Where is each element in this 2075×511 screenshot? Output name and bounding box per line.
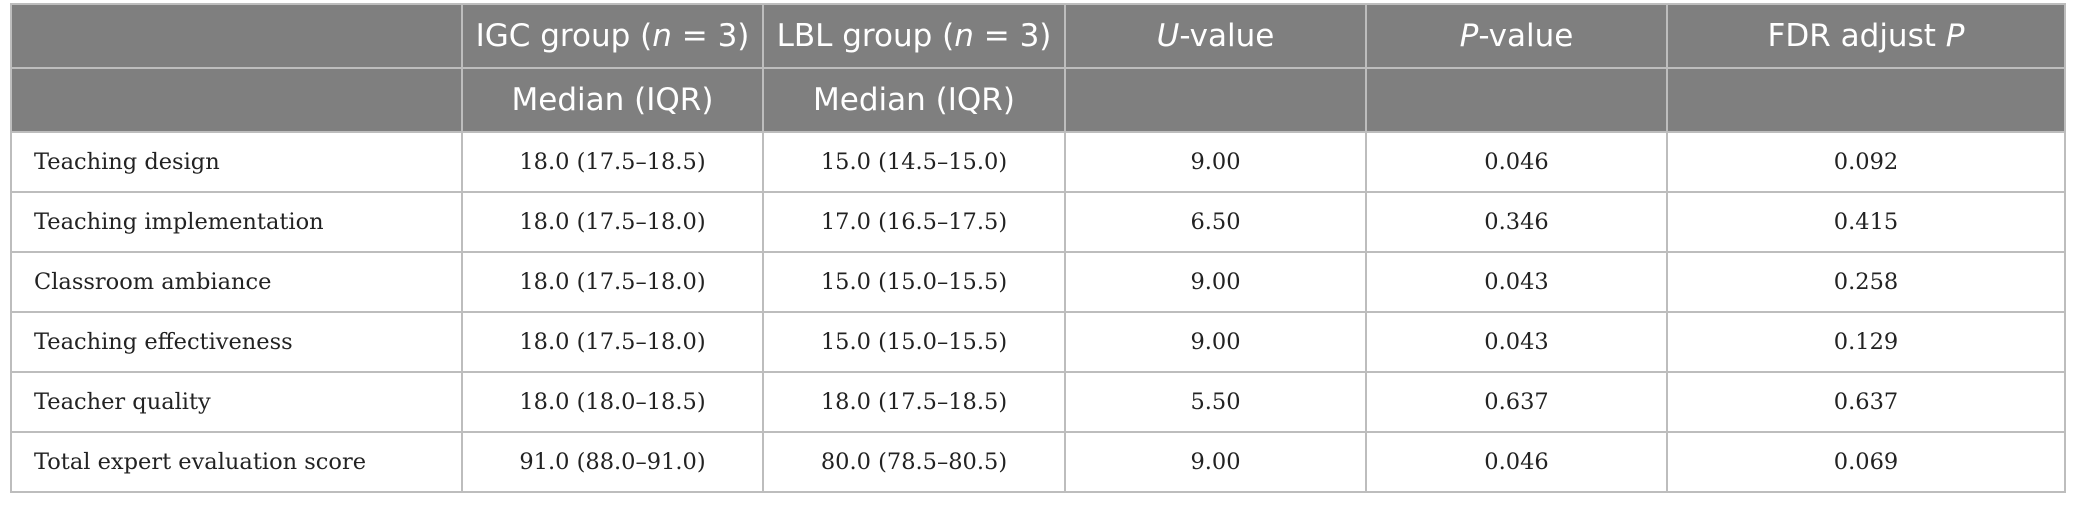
header-blank: [10, 3, 463, 69]
u-value-cell: 9.00: [1064, 311, 1367, 373]
results-table: IGC group (n = 3) LBL group (n = 3) U-va…: [10, 3, 2066, 493]
u-value-cell: 9.00: [1064, 431, 1367, 493]
header-u-value: U-value: [1064, 3, 1367, 69]
lbl-median-cell: 18.0 (17.5–18.5): [762, 371, 1066, 433]
lbl-median-cell: 80.0 (78.5–80.5): [762, 431, 1066, 493]
lbl-median-cell: 15.0 (15.0–15.5): [762, 311, 1066, 373]
p-value-cell: 0.046: [1365, 131, 1668, 193]
table-header: IGC group (n = 3) LBL group (n = 3) U-va…: [10, 3, 2066, 133]
fdr-p-cell: 0.258: [1666, 251, 2066, 313]
row-label: Teaching design: [10, 131, 463, 193]
p-value-cell: 0.046: [1365, 431, 1668, 493]
table-row: Teacher quality 18.0 (18.0–18.5) 18.0 (1…: [10, 371, 2066, 433]
u-value-cell: 6.50: [1064, 191, 1367, 253]
p-value-cell: 0.043: [1365, 251, 1668, 313]
igc-median-cell: 91.0 (88.0–91.0): [461, 431, 764, 493]
header-row-2: Median (IQR) Median (IQR): [10, 67, 2066, 133]
subheader-lbl-median: Median (IQR): [762, 67, 1066, 133]
table-row: Classroom ambiance 18.0 (17.5–18.0) 15.0…: [10, 251, 2066, 313]
subheader-blank: [10, 67, 463, 133]
fdr-p-cell: 0.092: [1666, 131, 2066, 193]
table-row: Total expert evaluation score 91.0 (88.0…: [10, 431, 2066, 493]
results-table-container: IGC group (n = 3) LBL group (n = 3) U-va…: [10, 3, 2066, 493]
p-value-cell: 0.043: [1365, 311, 1668, 373]
u-value-cell: 9.00: [1064, 251, 1367, 313]
p-value-cell: 0.346: [1365, 191, 1668, 253]
table-row: Teaching design 18.0 (17.5–18.5) 15.0 (1…: [10, 131, 2066, 193]
header-p-value: P-value: [1365, 3, 1668, 69]
lbl-median-cell: 17.0 (16.5–17.5): [762, 191, 1066, 253]
u-value-cell: 5.50: [1064, 371, 1367, 433]
igc-median-cell: 18.0 (17.5–18.0): [461, 251, 764, 313]
row-label: Teacher quality: [10, 371, 463, 433]
row-label: Teaching effectiveness: [10, 311, 463, 373]
header-fdr-adjust-p: FDR adjust P: [1666, 3, 2066, 69]
fdr-p-cell: 0.415: [1666, 191, 2066, 253]
u-value-cell: 9.00: [1064, 131, 1367, 193]
igc-median-cell: 18.0 (18.0–18.5): [461, 371, 764, 433]
header-row-1: IGC group (n = 3) LBL group (n = 3) U-va…: [10, 3, 2066, 69]
subheader-p-blank: [1365, 67, 1668, 133]
table-row: Teaching effectiveness 18.0 (17.5–18.0) …: [10, 311, 2066, 373]
row-label: Teaching implementation: [10, 191, 463, 253]
row-label: Classroom ambiance: [10, 251, 463, 313]
header-igc-group: IGC group (n = 3): [461, 3, 764, 69]
lbl-median-cell: 15.0 (14.5–15.0): [762, 131, 1066, 193]
igc-median-cell: 18.0 (17.5–18.5): [461, 131, 764, 193]
lbl-median-cell: 15.0 (15.0–15.5): [762, 251, 1066, 313]
p-value-cell: 0.637: [1365, 371, 1668, 433]
subheader-fdr-blank: [1666, 67, 2066, 133]
row-label: Total expert evaluation score: [10, 431, 463, 493]
igc-median-cell: 18.0 (17.5–18.0): [461, 311, 764, 373]
table-row: Teaching implementation 18.0 (17.5–18.0)…: [10, 191, 2066, 253]
table-body: Teaching design 18.0 (17.5–18.5) 15.0 (1…: [10, 131, 2066, 493]
subheader-u-blank: [1064, 67, 1367, 133]
fdr-p-cell: 0.129: [1666, 311, 2066, 373]
igc-median-cell: 18.0 (17.5–18.0): [461, 191, 764, 253]
fdr-p-cell: 0.637: [1666, 371, 2066, 433]
header-lbl-group: LBL group (n = 3): [762, 3, 1066, 69]
subheader-igc-median: Median (IQR): [461, 67, 764, 133]
fdr-p-cell: 0.069: [1666, 431, 2066, 493]
